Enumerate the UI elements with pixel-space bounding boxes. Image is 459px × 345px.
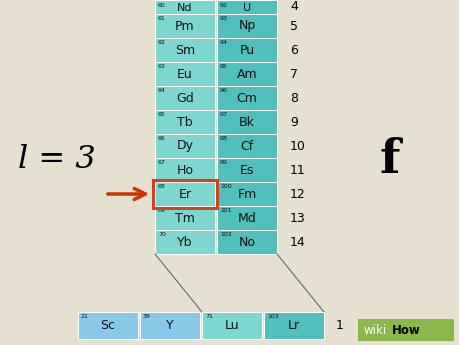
Text: Am: Am	[236, 68, 257, 80]
Text: Cm: Cm	[236, 91, 257, 105]
Text: How: How	[391, 324, 420, 336]
Text: 10: 10	[289, 139, 305, 152]
Text: 12: 12	[289, 187, 305, 200]
Text: wiki: wiki	[363, 324, 386, 336]
Text: 97: 97	[219, 112, 228, 117]
Text: 93: 93	[219, 16, 228, 21]
Bar	[217, 158, 276, 182]
Text: Cf: Cf	[240, 139, 253, 152]
Bar	[155, 38, 214, 62]
Bar	[217, 38, 276, 62]
Text: U: U	[242, 3, 251, 13]
Text: 63: 63	[157, 64, 166, 69]
Bar	[155, 182, 214, 206]
Text: 64: 64	[157, 88, 166, 93]
Text: 94: 94	[219, 40, 228, 45]
Text: 96: 96	[219, 88, 227, 93]
Text: Bk: Bk	[239, 116, 254, 128]
Text: Fm: Fm	[237, 187, 256, 200]
Text: 101: 101	[219, 208, 231, 213]
Text: 5: 5	[289, 20, 297, 32]
Text: Sm: Sm	[174, 43, 195, 57]
Text: 100: 100	[219, 184, 231, 189]
Bar	[217, 86, 276, 110]
Text: 71: 71	[205, 314, 213, 319]
Text: 98: 98	[219, 136, 227, 141]
Text: Gd: Gd	[176, 91, 193, 105]
Bar	[140, 312, 200, 339]
Bar	[155, 86, 214, 110]
Text: 11: 11	[289, 164, 305, 177]
Text: f: f	[379, 137, 399, 183]
Text: Tm: Tm	[175, 211, 195, 225]
Text: 102: 102	[219, 232, 231, 237]
Text: Pm: Pm	[175, 20, 195, 32]
Text: 9: 9	[289, 116, 297, 128]
Text: 67: 67	[157, 160, 166, 165]
Text: Lr: Lr	[287, 319, 299, 332]
Bar	[217, 110, 276, 134]
Text: Np: Np	[238, 20, 255, 32]
Text: 99: 99	[219, 160, 228, 165]
Text: 95: 95	[219, 64, 227, 69]
Text: Yb: Yb	[177, 236, 192, 248]
Text: 1: 1	[335, 319, 343, 332]
Bar	[155, 158, 214, 182]
Text: 21: 21	[81, 314, 89, 319]
Bar	[155, 14, 214, 38]
Bar	[155, 230, 214, 254]
Text: 69: 69	[157, 208, 166, 213]
Text: 61: 61	[157, 16, 165, 21]
Text: 62: 62	[157, 40, 166, 45]
Bar	[153, 180, 217, 208]
Text: 103: 103	[266, 314, 278, 319]
Text: 8: 8	[289, 91, 297, 105]
Text: 68: 68	[157, 184, 165, 189]
Text: 13: 13	[289, 211, 305, 225]
Bar	[217, 0, 276, 14]
Text: Sc: Sc	[100, 319, 115, 332]
Bar	[217, 62, 276, 86]
Text: Md: Md	[237, 211, 256, 225]
Text: Tb: Tb	[177, 116, 192, 128]
Bar	[217, 182, 276, 206]
Text: 4: 4	[289, 0, 297, 13]
Text: 7: 7	[289, 68, 297, 80]
Bar	[155, 134, 214, 158]
Text: No: No	[238, 236, 255, 248]
Bar	[217, 206, 276, 230]
Bar	[202, 312, 262, 339]
Bar	[155, 0, 214, 14]
Bar	[217, 134, 276, 158]
Text: 14: 14	[289, 236, 305, 248]
Bar	[217, 14, 276, 38]
Text: 39: 39	[143, 314, 151, 319]
Text: 70: 70	[157, 232, 166, 237]
Bar	[155, 62, 214, 86]
Bar	[217, 230, 276, 254]
Bar	[155, 110, 214, 134]
Text: 66: 66	[157, 136, 165, 141]
Bar	[78, 312, 138, 339]
Text: 6: 6	[289, 43, 297, 57]
Text: Pu: Pu	[239, 43, 254, 57]
Text: 60: 60	[157, 3, 165, 8]
Text: Ho: Ho	[176, 164, 193, 177]
Bar	[155, 206, 214, 230]
Text: l = 3: l = 3	[18, 145, 95, 176]
Text: Nd: Nd	[177, 3, 192, 13]
Text: Eu: Eu	[177, 68, 192, 80]
Bar	[357, 319, 453, 341]
Text: Es: Es	[239, 164, 254, 177]
Text: Dy: Dy	[176, 139, 193, 152]
Text: Y: Y	[166, 319, 174, 332]
Text: 65: 65	[157, 112, 165, 117]
Text: Lu: Lu	[224, 319, 239, 332]
Bar	[263, 312, 323, 339]
Text: 92: 92	[219, 3, 228, 8]
Text: Er: Er	[178, 187, 191, 200]
